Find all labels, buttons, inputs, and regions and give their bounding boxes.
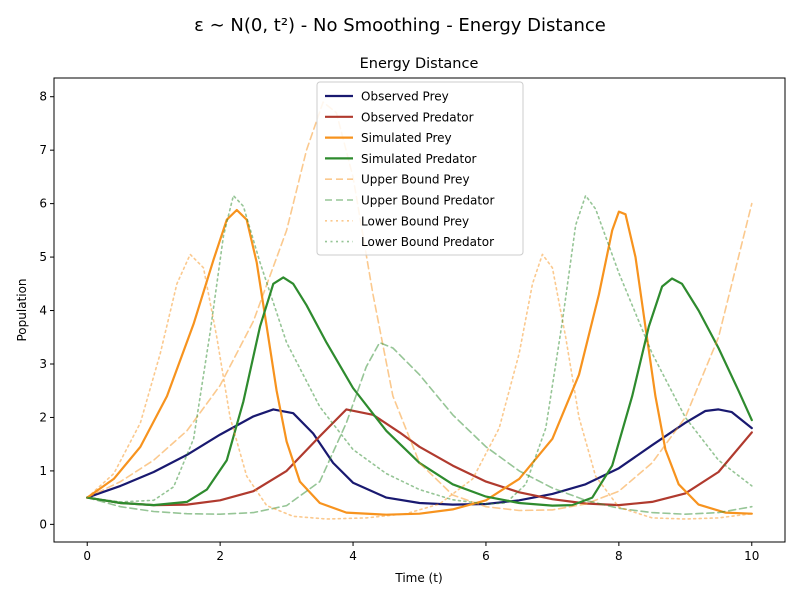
figure-suptitle: ε ∼ N(0, t²) - No Smoothing - Energy Dis… — [194, 15, 606, 36]
series-line-lower-bound-prey — [86, 253, 753, 520]
legend: Observed Prey Observed Predator Simulated … — [316, 81, 524, 256]
y-tick-label: 3 — [39, 357, 47, 371]
legend-frame — [316, 81, 524, 256]
x-tick-label: 6 — [482, 549, 490, 563]
series-line-upper-bound-prey — [86, 101, 753, 512]
series-line-simulated-predator — [86, 276, 753, 507]
series-line-observed-predator — [86, 408, 753, 507]
legend-label-upper-bound-prey: Upper Bound Prey — [361, 173, 470, 187]
y-tick-label: 1 — [39, 464, 47, 478]
x-tick-label: 10 — [744, 549, 759, 563]
legend-label-upper-bound-predator: Upper Bound Predator — [361, 194, 494, 208]
legend-label-observed-predator: Observed Predator — [361, 110, 474, 124]
y-axis-label: Population — [15, 278, 29, 341]
series-line-simulated-prey — [86, 208, 753, 516]
x-tick-label: 2 — [216, 549, 224, 563]
series-line-observed-prey — [86, 408, 753, 506]
y-tick-label: 6 — [39, 197, 47, 211]
plot-area-frame — [53, 77, 786, 543]
y-axis: 0 1 2 3 4 5 6 7 8 — [39, 90, 54, 531]
series-layer — [86, 101, 753, 520]
y-tick-label: 4 — [39, 304, 47, 318]
x-tick-label: 8 — [615, 549, 623, 563]
legend-label-simulated-predator: Simulated Predator — [361, 152, 477, 166]
y-tick-label: 0 — [39, 517, 47, 531]
legend-label-lower-bound-prey: Lower Bound Prey — [361, 214, 469, 228]
legend-label-simulated-prey: Simulated Prey — [361, 131, 452, 145]
legend-label-observed-prey: Observed Prey — [361, 90, 449, 104]
series-line-upper-bound-predator — [86, 341, 753, 516]
y-tick-label: 5 — [39, 250, 47, 264]
x-axis: 0 2 4 6 8 10 — [83, 542, 759, 563]
x-tick-label: 0 — [83, 549, 91, 563]
y-tick-label: 7 — [39, 143, 47, 157]
chart-title: Energy Distance — [360, 56, 479, 72]
series-line-lower-bound-predator — [86, 194, 753, 505]
x-tick-label: 4 — [349, 549, 357, 563]
y-tick-label: 2 — [39, 410, 47, 424]
y-tick-label: 8 — [39, 90, 47, 104]
legend-label-lower-bound-predator: Lower Bound Predator — [361, 235, 494, 249]
x-axis-label: Time (t) — [394, 571, 442, 585]
